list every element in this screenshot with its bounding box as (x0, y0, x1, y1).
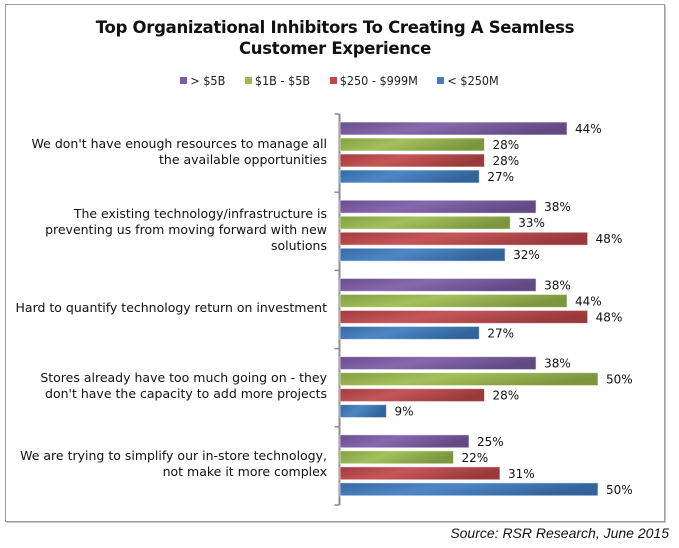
bar (339, 372, 599, 387)
bar (339, 434, 470, 449)
category-label-line: We don't have enough resources to manage… (31, 135, 327, 151)
bar (339, 450, 455, 465)
bar (339, 466, 501, 481)
bar (339, 121, 568, 136)
source-note: Source: RSR Research, June 2015 (450, 525, 669, 541)
data-label: 38% (544, 200, 571, 214)
bar (339, 325, 480, 340)
legend: > $5B $1B - $5B $250 - $999M < $250M (0, 73, 679, 88)
data-label: 27% (487, 326, 514, 340)
bar (339, 388, 485, 403)
data-label: 38% (544, 357, 571, 371)
legend-swatch-gt-5b (180, 77, 188, 84)
bar (339, 137, 485, 152)
data-label: 48% (596, 232, 623, 246)
bar (339, 356, 537, 371)
data-label: 33% (518, 216, 545, 230)
category-label-line: solutions (270, 237, 327, 253)
category-label: The existing technology/infrastructure i… (7, 206, 327, 254)
category-label-line: don't have the capacity to add more proj… (45, 386, 327, 402)
data-label: 28% (492, 154, 519, 168)
bar (339, 482, 599, 497)
chart-title: Top Organizational Inhibitors To Creatin… (5, 17, 665, 59)
bar (339, 309, 589, 324)
legend-item-gt-5b: > $5B (180, 73, 225, 88)
category-label: Stores already have too much going on - … (7, 370, 327, 402)
data-label: 50% (606, 483, 633, 497)
bar (339, 231, 589, 246)
data-label: 44% (575, 122, 602, 136)
category-label-line: The existing technology/infrastructure i… (73, 205, 327, 221)
data-label: 28% (492, 138, 519, 152)
category-label-line: Stores already have too much going on - … (40, 370, 327, 386)
category-label: Hard to quantify technology return on in… (7, 300, 327, 316)
data-label: 9% (394, 405, 413, 419)
bar (339, 169, 480, 184)
bar (339, 215, 511, 230)
bar (339, 199, 537, 214)
legend-label: < $250M (447, 73, 499, 88)
legend-item-lt-250m: < $250M (437, 73, 499, 88)
chart-title-line-1: Top Organizational Inhibitors To Creatin… (95, 18, 575, 37)
legend-label: $250 - $999M (339, 73, 418, 88)
legend-swatch-1b-5b (244, 77, 252, 84)
legend-label: $1B - $5B (254, 73, 311, 88)
chart-frame (5, 4, 665, 522)
bar (339, 277, 537, 292)
category-label-line: not make it more complex (162, 464, 327, 480)
data-label: 32% (513, 248, 540, 262)
legend-item-250-999m: $250 - $999M (329, 73, 418, 88)
category-label-line: preventing us from moving forward with n… (45, 221, 327, 237)
category-label-line: We are trying to simplify our in-store t… (20, 448, 327, 464)
legend-swatch-250-999m (329, 77, 337, 84)
category-label: We are trying to simplify our in-store t… (7, 448, 327, 480)
chart-title-line-2: Customer Experience (238, 39, 432, 58)
data-label: 44% (575, 294, 602, 308)
data-label: 48% (596, 310, 623, 324)
legend-item-1b-5b: $1B - $5B (244, 73, 311, 88)
bar (339, 293, 568, 308)
bar (339, 247, 506, 262)
category-label-line: the available opportunities (159, 151, 327, 167)
bar (339, 404, 387, 419)
bar (339, 153, 485, 168)
legend-label: > $5B (190, 73, 226, 88)
data-label: 22% (462, 451, 489, 465)
data-label: 25% (477, 435, 504, 449)
data-label: 38% (544, 278, 571, 292)
data-label: 31% (508, 467, 535, 481)
category-label-line: Hard to quantify technology return on in… (15, 299, 327, 315)
data-label: 27% (487, 170, 514, 184)
data-label: 28% (492, 389, 519, 403)
legend-swatch-lt-250m (437, 77, 445, 84)
data-label: 50% (606, 373, 633, 387)
category-label: We don't have enough resources to manage… (7, 136, 327, 168)
